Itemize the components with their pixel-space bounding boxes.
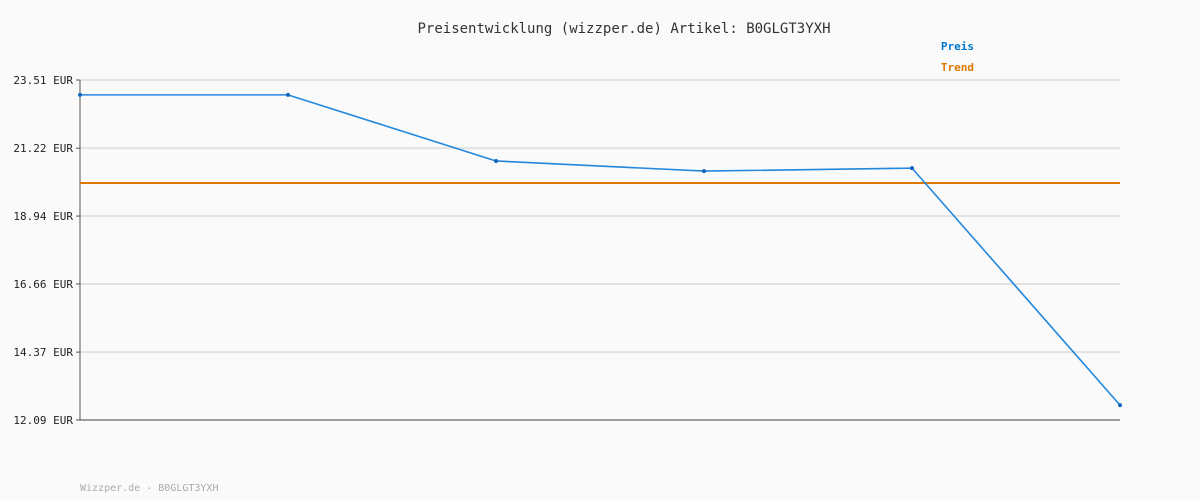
preis-point [286,92,290,97]
footer-text: Wizzper.de - B0GLGT3YXH [80,483,218,494]
legend-preis: Preis [941,40,974,53]
preis-point [702,169,706,174]
preis-point [910,166,914,171]
y-tick-label: 12.09 EUR [13,414,73,427]
preis-point [1118,403,1122,408]
y-tick-label: 16.66 EUR [13,278,73,291]
y-tick-label: 14.37 EUR [13,346,73,359]
preis-point [78,92,82,97]
y-tick-label: 21.22 EUR [13,142,73,155]
preis-point [494,158,498,163]
legend-trend: Trend [941,61,974,74]
chart-title: Preisentwicklung (wizzper.de) Artikel: B… [417,21,830,37]
y-tick-label: 23.51 EUR [13,74,73,87]
preis-line [80,94,1121,406]
y-tick-label: 18.94 EUR [13,210,73,223]
